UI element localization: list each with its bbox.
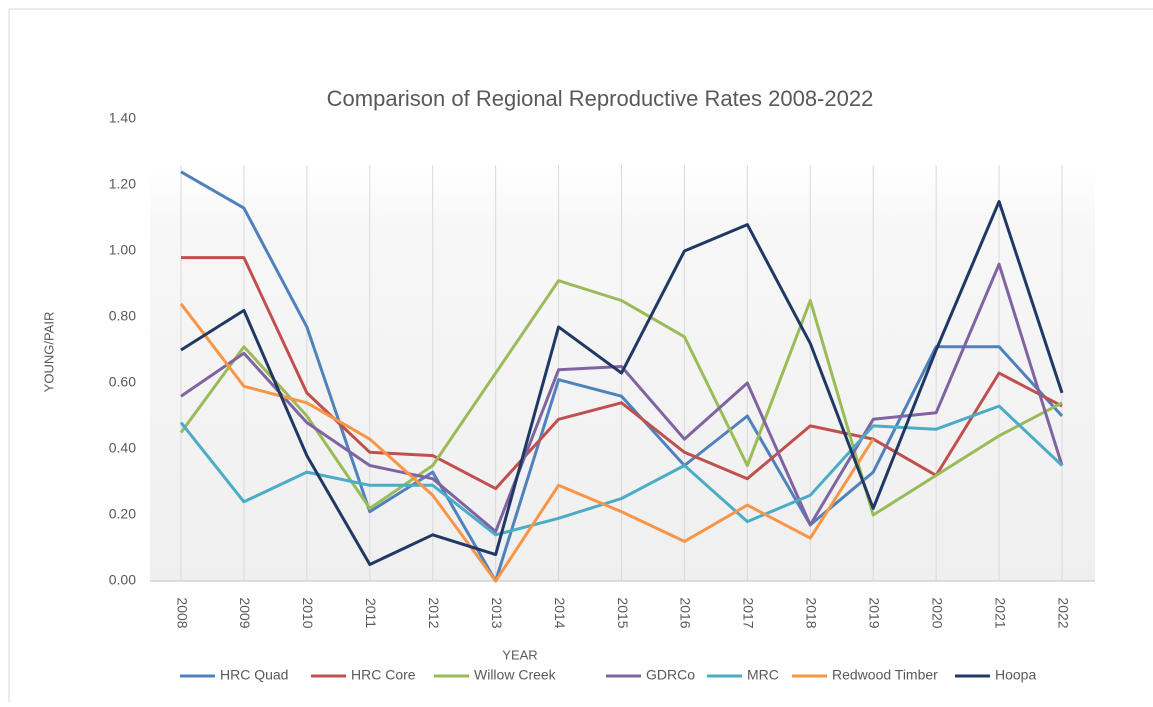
series-line [179,302,875,583]
series-line [180,170,1064,583]
series-line [180,262,1064,533]
y-tick-label: 0.40 [109,440,136,456]
x-tick-label: 2022 [1055,597,1071,628]
y-tick-label: 1.00 [109,242,136,258]
x-tick-label: 2014 [552,597,568,628]
series-line [179,404,1064,537]
y-tick-label: 0.80 [109,308,136,324]
x-tick-label: 2020 [929,597,945,628]
x-axis-label: YEAR [502,647,537,662]
legend-label: HRC Quad [220,667,288,683]
x-tick-label: 2017 [741,597,757,628]
chart-border [8,8,1153,707]
x-tick-label: 2019 [867,597,883,628]
series-line [180,200,1064,566]
x-tick-label: 2021 [992,597,1008,628]
y-tick-label: 0.00 [109,572,136,588]
x-tick-label: 2013 [489,597,505,628]
y-axis-label: YOUNG/PAIR [41,312,56,393]
x-tick-label: 2012 [426,597,442,628]
legend-label: Willow Creek [474,667,557,683]
x-tick-label: 2009 [237,597,253,628]
y-tick-label: 0.20 [109,506,136,522]
legend-label: Hoopa [995,667,1036,683]
x-tick-label: 2016 [678,597,694,628]
y-tick-label: 0.60 [109,374,136,390]
x-tick-label: 2008 [174,597,190,628]
legend-label: MRC [747,667,779,683]
x-tick-label: 2018 [804,597,820,628]
legend-label: Redwood Timber [832,667,938,683]
series-line [181,256,1063,491]
y-tick-label: 1.20 [109,176,136,192]
chart-title: Comparison of Regional Reproductive Rate… [327,86,874,111]
series-line [179,279,1063,517]
legend-label: HRC Core [351,667,416,683]
legend-label: GDRCo [646,667,695,683]
x-tick-label: 2010 [300,597,316,628]
x-tick-label: 2011 [363,598,379,628]
x-tick-label: 2015 [615,597,631,628]
y-tick-label: 1.40 [109,110,136,126]
